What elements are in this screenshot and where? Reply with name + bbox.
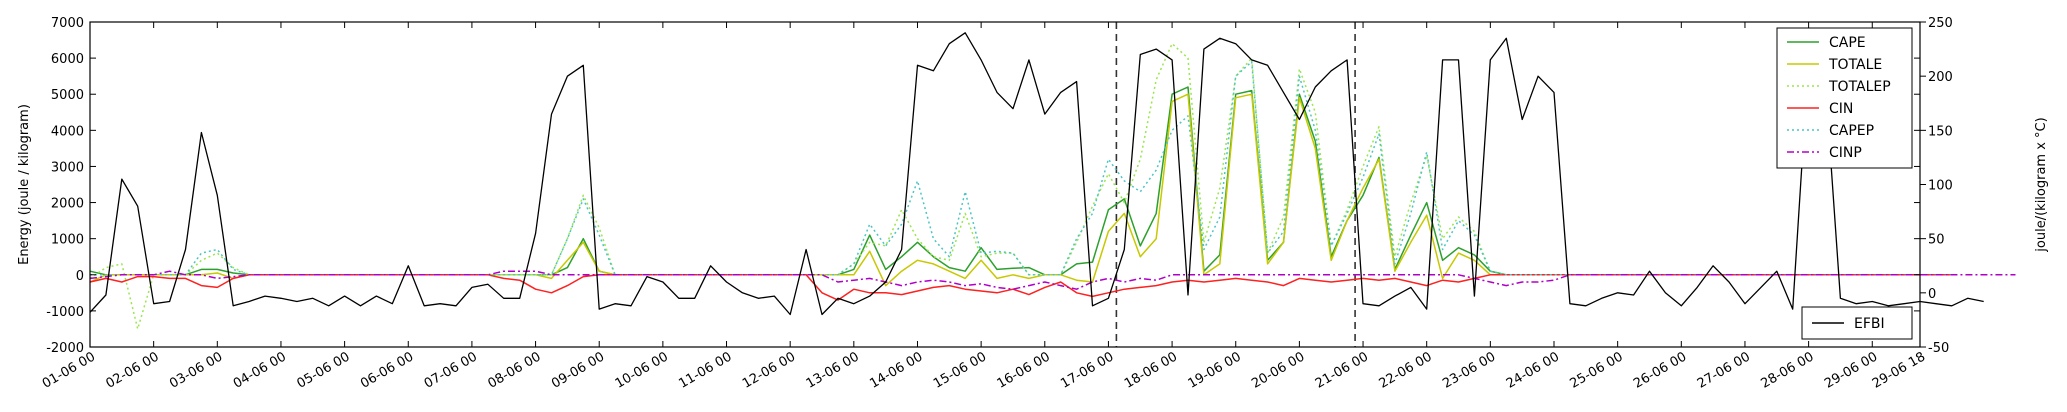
y2-tick-label: 50: [1928, 233, 1945, 248]
y-tick-label: 7000: [51, 16, 84, 31]
y-tick-label: 1000: [51, 233, 84, 248]
y-tick-label: 3000: [51, 160, 84, 175]
legend-secondary: EFBI: [1801, 306, 1913, 340]
legend-label-cin: CIN: [1829, 101, 1853, 117]
legend-label-capep: CAPEP: [1829, 123, 1874, 139]
y-tick-label: 2000: [51, 197, 84, 212]
series-line-efbi: [89, 32, 1984, 316]
y-tick-label: -2000: [46, 341, 84, 356]
y2-tick-label: -50: [1928, 341, 1949, 356]
legend-label-totalep: TOTALEP: [1828, 79, 1891, 95]
legend-main: CAPE TOTALE TOTALEP CIN CAPEP CINP: [1776, 27, 1913, 169]
y2-tick-label: 0: [1928, 287, 1936, 302]
y-axis-label: Energy (joule / kilogram): [17, 104, 32, 265]
y2-tick-label: 100: [1928, 179, 1953, 194]
legend-label-cinp: CINP: [1829, 145, 1862, 161]
y-tick-label: 6000: [51, 52, 84, 67]
y2-tick-label: 150: [1928, 124, 1953, 139]
legend-label-cape: CAPE: [1829, 35, 1866, 51]
legend-label-totale: TOTALE: [1828, 57, 1882, 73]
y-tick-label: 5000: [51, 88, 84, 103]
y2-tick-label: 200: [1928, 70, 1953, 85]
y2-tick-label: 250: [1928, 16, 1953, 31]
y-tick-label: 0: [76, 269, 84, 284]
y-tick-label: -1000: [46, 305, 84, 320]
y-tick-label: 4000: [51, 124, 84, 139]
y2-axis-label: joule/(kilogram x °C): [2034, 117, 2049, 252]
series-line-cinp: [89, 270, 2016, 290]
legend-box: [1776, 27, 1913, 169]
legend-label-efbi: EFBI: [1854, 316, 1885, 332]
